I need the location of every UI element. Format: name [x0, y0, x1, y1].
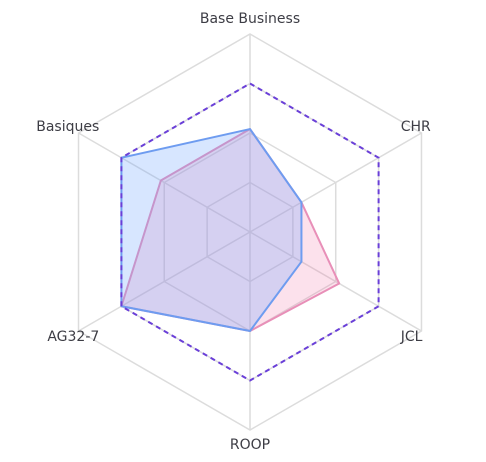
spoke — [249, 132, 422, 233]
spoke — [78, 132, 251, 233]
axis-label: JCL — [400, 329, 423, 345]
axis-label: Basiques — [36, 119, 99, 135]
spoke — [249, 231, 422, 332]
axis-label: ROOP — [230, 437, 270, 453]
series-area — [120, 82, 380, 382]
axis-label: AG32-7 — [47, 329, 99, 345]
spoke — [78, 231, 251, 332]
axis-label: CHR — [401, 119, 431, 135]
axis-label: Base Business — [200, 11, 300, 27]
